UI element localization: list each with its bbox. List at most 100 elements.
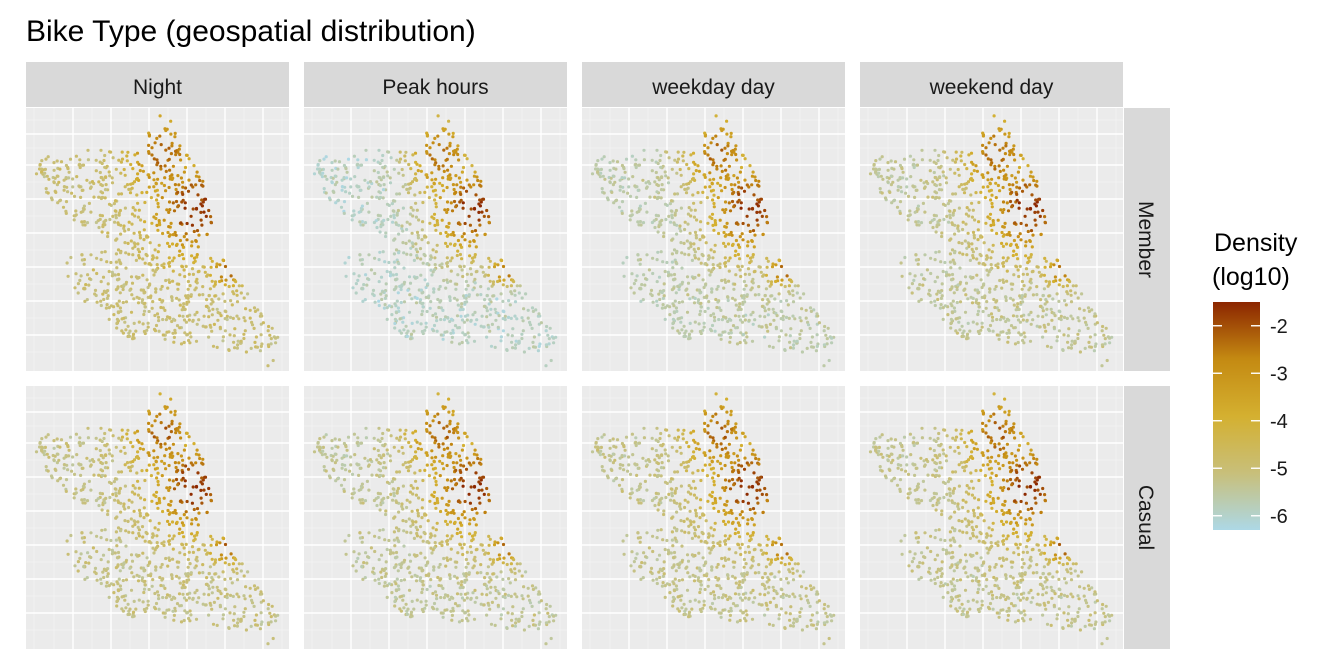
station-point — [223, 299, 227, 303]
station-point — [118, 291, 122, 295]
station-point — [815, 312, 819, 316]
station-point — [134, 177, 139, 181]
station-point — [130, 500, 134, 504]
station-point — [914, 258, 919, 262]
station-point — [508, 303, 512, 307]
station-point — [237, 562, 241, 566]
station-point — [177, 592, 182, 596]
station-point — [485, 309, 489, 313]
station-point — [102, 436, 106, 441]
station-point — [438, 474, 442, 478]
station-point — [733, 147, 737, 151]
station-point — [1032, 178, 1036, 183]
station-point — [1064, 303, 1068, 307]
station-point — [505, 348, 509, 352]
station-point — [211, 585, 215, 589]
station-point — [721, 315, 726, 319]
station-point — [945, 156, 949, 160]
station-point — [360, 498, 364, 502]
station-point — [448, 319, 452, 324]
station-point — [526, 308, 530, 312]
station-point — [221, 335, 225, 339]
station-point — [147, 262, 151, 266]
station-point — [154, 182, 158, 186]
station-point — [52, 446, 56, 450]
station-point — [165, 608, 169, 612]
station-point — [791, 293, 795, 297]
station-point — [995, 333, 999, 337]
station-point — [133, 242, 137, 246]
station-point — [635, 274, 639, 278]
station-point — [160, 284, 164, 289]
station-point — [467, 335, 471, 339]
station-point — [52, 180, 56, 184]
station-point — [991, 219, 995, 223]
station-point — [240, 284, 244, 288]
station-point — [392, 209, 396, 213]
station-point — [147, 587, 151, 592]
station-point — [82, 540, 86, 544]
station-point — [413, 151, 418, 155]
station-point — [158, 297, 162, 302]
station-point — [917, 299, 921, 303]
station-point — [120, 150, 124, 154]
station-point — [927, 288, 932, 292]
station-point — [675, 160, 680, 164]
station-point — [43, 449, 47, 453]
station-point — [1019, 314, 1024, 318]
station-point — [229, 299, 233, 303]
station-point — [487, 265, 491, 269]
station-point — [155, 198, 159, 202]
station-point — [177, 253, 181, 258]
station-point — [872, 162, 876, 167]
station-point — [136, 520, 140, 524]
station-point — [185, 238, 189, 242]
station-point — [195, 555, 199, 559]
station-point — [997, 337, 1001, 341]
station-point — [679, 229, 683, 233]
station-point — [156, 593, 161, 597]
station-point — [1020, 189, 1025, 193]
station-point — [107, 480, 112, 484]
station-point — [136, 438, 140, 442]
station-point — [235, 293, 239, 297]
station-point — [750, 183, 754, 187]
station-point — [173, 606, 177, 610]
station-point — [641, 298, 645, 302]
station-point — [409, 167, 413, 171]
station-point — [909, 175, 913, 179]
station-point — [697, 288, 702, 292]
station-point — [1057, 329, 1061, 333]
station-point — [983, 294, 987, 298]
station-point — [137, 531, 141, 536]
station-point — [1100, 364, 1104, 368]
station-point — [715, 167, 719, 171]
station-point — [174, 427, 178, 431]
station-point — [124, 328, 128, 332]
station-point — [147, 428, 151, 432]
station-point — [628, 218, 632, 222]
station-point — [377, 558, 381, 562]
station-point — [743, 157, 747, 161]
station-point — [105, 538, 109, 542]
station-point — [709, 248, 713, 252]
station-point — [147, 173, 151, 177]
station-point — [472, 339, 477, 343]
station-point — [452, 153, 456, 157]
station-point — [58, 167, 62, 171]
station-point — [697, 169, 702, 173]
station-point — [730, 187, 734, 192]
station-point — [598, 175, 603, 179]
station-point — [64, 489, 68, 493]
station-point — [1052, 325, 1056, 329]
station-point — [42, 175, 47, 179]
station-point — [1031, 293, 1035, 297]
station-point — [378, 230, 382, 234]
station-point — [434, 506, 438, 510]
station-point — [522, 307, 526, 311]
station-point — [229, 274, 233, 278]
station-point — [906, 218, 910, 222]
station-point — [125, 154, 129, 158]
station-point — [231, 594, 235, 599]
station-point — [415, 320, 419, 324]
